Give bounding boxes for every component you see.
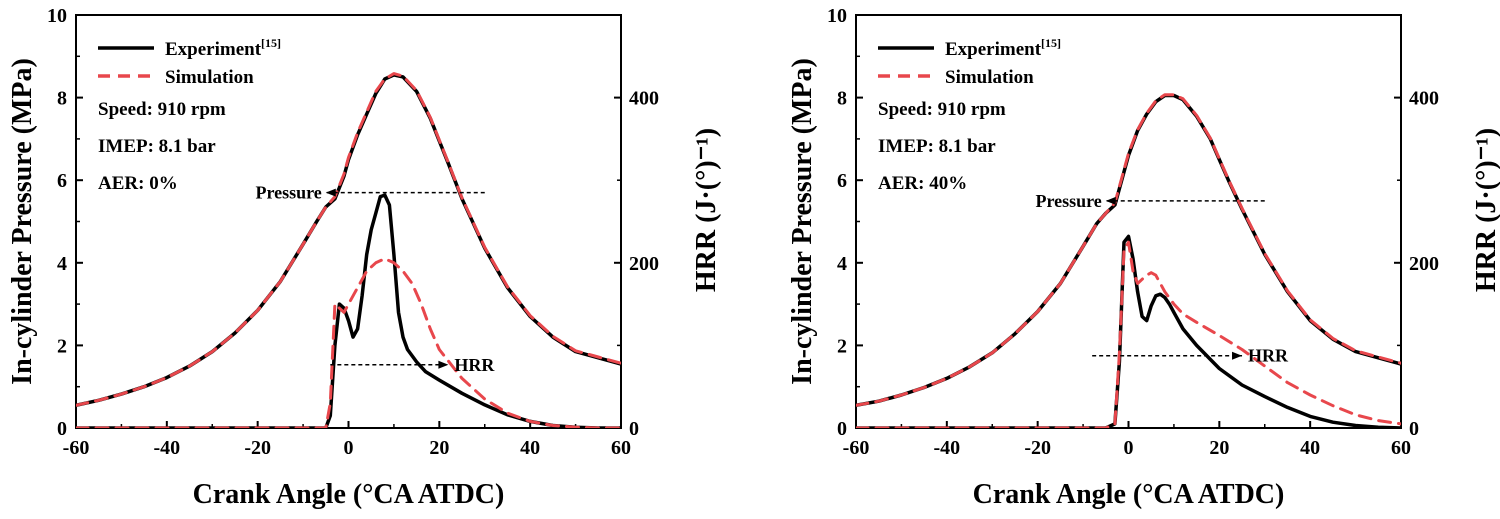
condition-label: AER: 40%: [878, 173, 967, 194]
x-tick-label: -20: [244, 437, 271, 459]
y2-axis-title: HRR (J·(°)⁻¹): [691, 128, 722, 292]
series-line-experiment-pressure: [76, 73, 621, 408]
legend-label-text: Experiment: [165, 39, 262, 60]
annotation-arrowhead: [438, 360, 449, 369]
legend-label-simulation: Simulation: [945, 67, 1034, 88]
legend-label-text: Experiment: [945, 39, 1042, 60]
y-tick-label: 2: [837, 335, 847, 357]
annotation-arrowhead: [1105, 196, 1116, 205]
y-tick-label: 8: [57, 88, 67, 110]
condition-label: Speed: 910 rpm: [878, 99, 1006, 120]
legend-label-text: Simulation: [165, 67, 254, 88]
series-group: [856, 93, 1401, 428]
series-line-experiment-hrr: [76, 193, 621, 428]
series-line-simulation-pressure: [76, 72, 621, 407]
x-tick-label: -40: [153, 437, 180, 459]
legend-label-sup: [15]: [1041, 36, 1061, 50]
condition-label: IMEP: 8.1 bar: [98, 136, 216, 157]
x-tick-label: 20: [1209, 437, 1229, 459]
condition-label: IMEP: 8.1 bar: [878, 136, 996, 157]
plot-frame: [855, 14, 1402, 429]
y2-tick-label: 200: [629, 253, 659, 275]
y2-tick-label: 0: [1409, 418, 1419, 440]
y2-tick-label: 200: [1409, 253, 1439, 275]
y-tick-label: 10: [47, 5, 67, 27]
legend-label-experiment: Experiment[15]: [945, 36, 1061, 60]
y-tick-label: 4: [837, 253, 847, 275]
series-line-simulation-hrr: [76, 257, 621, 428]
series-line-experiment-hrr: [856, 234, 1401, 428]
annotation-label-hrr: HRR: [1248, 346, 1289, 366]
x-tick-label: 60: [1391, 437, 1411, 459]
condition-label: Speed: 910 rpm: [98, 99, 226, 120]
annotation-label-pressure: Pressure: [1035, 191, 1101, 211]
x-axis-title: Crank Angle (°CA ATDC): [193, 479, 505, 510]
x-tick-label: -20: [1024, 437, 1051, 459]
x-tick-label: 0: [344, 437, 354, 459]
y-tick-label: 2: [57, 335, 67, 357]
annotation-arrowhead: [1232, 351, 1243, 360]
y2-tick-label: 400: [1409, 88, 1439, 110]
y2-axis-title: HRR (J·(°)⁻¹): [1471, 128, 1500, 292]
legend-label-text: Simulation: [945, 67, 1034, 88]
y-tick-label: 4: [57, 253, 67, 275]
y-tick-label: 6: [57, 170, 67, 192]
y2-tick-label: 400: [629, 88, 659, 110]
annotation-label-hrr: HRR: [454, 355, 495, 375]
condition-label: AER: 0%: [98, 173, 178, 194]
legend-label-sup: [15]: [261, 36, 281, 50]
y2-tick-label: 0: [629, 418, 639, 440]
y-tick-label: 6: [837, 170, 847, 192]
plot-frame: [75, 14, 622, 429]
annotation-arrowhead: [325, 188, 336, 197]
y-axis-title: In-cylinder Pressure (MPa): [7, 58, 38, 385]
legend-label-experiment: Experiment[15]: [165, 36, 281, 60]
legend-label-simulation: Simulation: [165, 67, 254, 88]
series-line-simulation-pressure: [856, 93, 1401, 407]
y-tick-label: 0: [57, 418, 67, 440]
y-tick-label: 10: [827, 5, 847, 27]
x-tick-label: 60: [611, 437, 631, 459]
x-tick-label: 40: [1300, 437, 1320, 459]
series-group: [76, 72, 621, 428]
x-tick-label: 40: [520, 437, 540, 459]
y-tick-label: 8: [837, 88, 847, 110]
y-tick-label: 0: [837, 418, 847, 440]
x-tick-label: -40: [933, 437, 960, 459]
x-tick-label: 20: [429, 437, 449, 459]
x-tick-label: 0: [1124, 437, 1134, 459]
annotation-label-pressure: Pressure: [255, 183, 321, 203]
y-axis-title: In-cylinder Pressure (MPa): [787, 58, 818, 385]
x-axis-title: Crank Angle (°CA ATDC): [973, 479, 1285, 510]
x-tick-label: -60: [63, 437, 90, 459]
x-tick-label: -60: [843, 437, 870, 459]
series-line-simulation-hrr: [856, 240, 1401, 428]
